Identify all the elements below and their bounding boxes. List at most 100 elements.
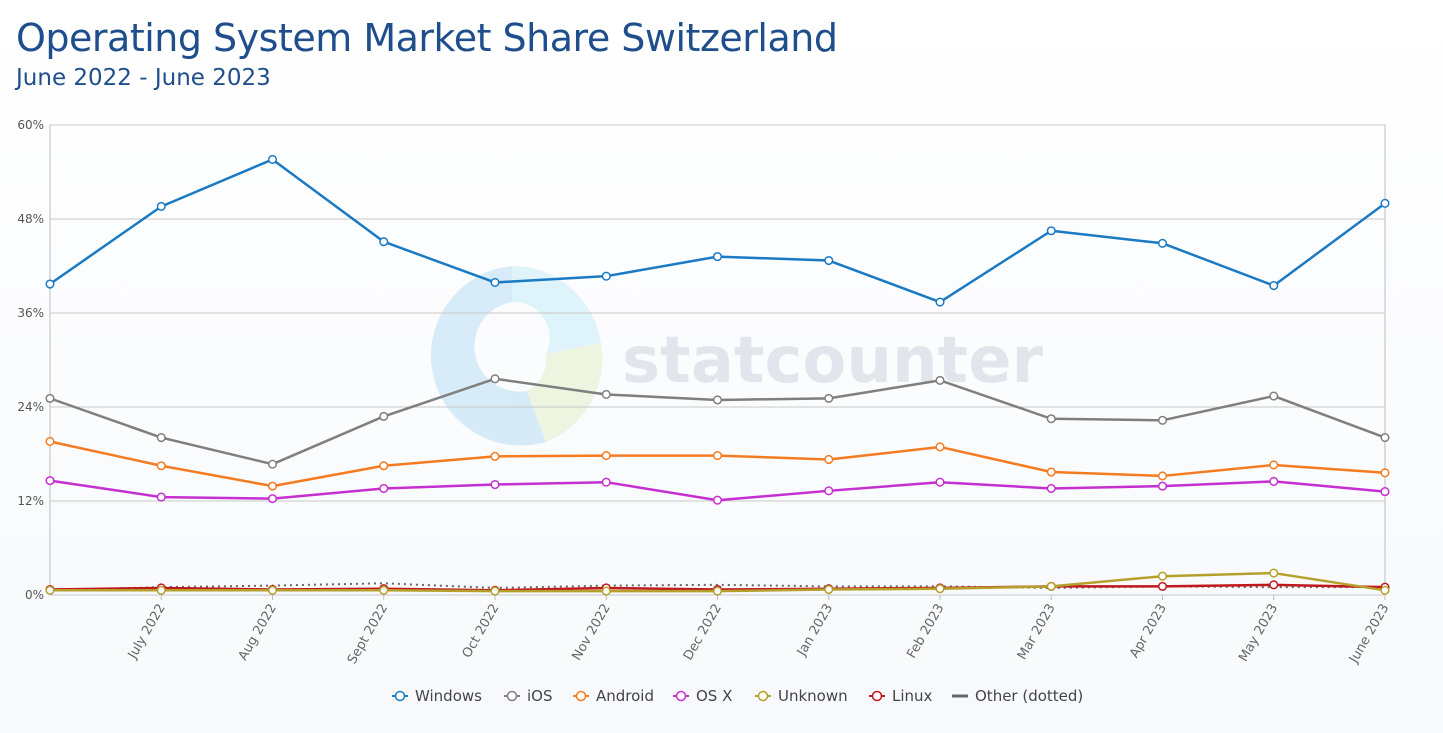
data-point-unknown[interactable] [1269,568,1279,578]
legend-item-ios[interactable]: iOS [504,687,553,705]
data-point-unknown[interactable] [935,584,945,594]
data-point-android[interactable] [156,461,166,471]
data-point-ios[interactable] [1046,414,1056,424]
y-tick-label: 60% [17,118,44,132]
watermark-logo-icon [430,266,546,446]
x-tick-label: Mar 2023 [1015,602,1059,663]
data-point-windows[interactable] [1157,238,1168,248]
data-point-linux[interactable] [1157,581,1168,591]
x-tick-label: Feb 2023 [904,602,947,662]
legend-item-android[interactable]: Android [573,687,654,705]
legend: Windows iOS Android OS X Unknown Linux Other (… [392,687,1083,705]
legend-item-linux[interactable]: Linux [869,687,933,705]
legend-marker-icon [757,690,769,702]
data-point-unknown[interactable] [45,585,55,595]
legend-item-other-dotted[interactable]: Other (dotted) [952,687,1083,705]
data-point-unknown[interactable] [156,585,166,595]
x-tick-label: June 2023 [1346,602,1392,667]
data-point-os-x[interactable] [712,495,723,505]
legend-item-os-x[interactable]: OS X [673,687,732,705]
data-point-os-x[interactable] [45,476,55,486]
data-point-os-x[interactable] [1157,481,1168,491]
data-point-windows[interactable] [1380,198,1390,208]
data-point-windows[interactable] [156,201,166,212]
data-point-windows[interactable] [712,252,723,262]
data-point-android[interactable] [824,454,834,465]
x-tick-label: Jan 2023 [794,602,836,660]
data-point-os-x[interactable] [824,486,834,496]
data-point-android[interactable] [935,442,945,452]
data-point-unknown[interactable] [267,585,278,595]
data-point-unknown[interactable] [1380,585,1390,595]
data-point-android[interactable] [712,451,723,461]
data-point-ios[interactable] [267,459,278,469]
chart-subtitle: June 2022 - June 2023 [16,65,271,91]
data-point-os-x[interactable] [1269,476,1279,486]
data-point-linux[interactable] [1269,580,1279,590]
data-point-os-x[interactable] [935,477,945,487]
data-point-windows[interactable] [379,237,389,247]
legend-marker-icon [394,690,406,702]
data-point-unknown[interactable] [1157,571,1168,581]
data-point-windows[interactable] [45,279,55,289]
data-point-unknown[interactable] [379,585,389,595]
y-axis: 0% 12% 24% 36% 48% 60% [17,118,44,602]
data-point-windows[interactable] [824,255,834,266]
legend-label: Other (dotted) [975,687,1083,705]
data-point-windows[interactable] [1046,226,1056,236]
data-point-android[interactable] [379,461,389,471]
data-point-android[interactable] [1269,460,1279,470]
data-point-unknown[interactable] [490,586,500,596]
data-point-android[interactable] [267,481,278,491]
legend-marker-icon [506,690,518,702]
data-point-os-x[interactable] [1046,483,1056,494]
legend-item-windows[interactable]: Windows [392,687,482,705]
data-point-windows[interactable] [1269,281,1279,291]
series-os-x [45,476,1390,505]
data-point-unknown[interactable] [1046,581,1056,591]
data-point-android[interactable] [1380,468,1390,478]
data-point-unknown[interactable] [824,584,834,595]
chart-title: Operating System Market Share Switzerlan… [16,16,838,60]
series-android [45,436,1390,491]
data-point-windows[interactable] [935,297,945,307]
data-point-ios[interactable] [45,393,55,403]
data-point-ios[interactable] [1269,391,1279,401]
series-unknown [45,568,1390,596]
data-point-ios[interactable] [490,374,500,384]
data-point-android[interactable] [45,436,55,447]
data-point-windows[interactable] [490,277,500,288]
y-tick-label: 24% [17,400,44,414]
data-point-ios[interactable] [1157,415,1168,425]
x-tick-label: Nov 2022 [569,602,613,664]
data-point-windows[interactable] [267,154,278,165]
data-point-ios[interactable] [712,395,723,405]
y-tick-label: 48% [17,212,44,226]
data-point-ios[interactable] [1380,433,1390,443]
data-point-android[interactable] [490,451,500,461]
data-point-os-x[interactable] [156,492,166,502]
data-point-os-x[interactable] [267,494,278,504]
legend-label: Android [596,687,654,705]
data-point-os-x[interactable] [1380,487,1390,497]
watermark-logo-icon-segment [512,266,601,354]
data-point-ios[interactable] [601,389,611,400]
data-point-windows[interactable] [601,271,611,281]
x-tick-label: Sept 2022 [345,602,391,667]
data-point-os-x[interactable] [490,480,500,490]
data-point-android[interactable] [1046,467,1056,477]
data-point-android[interactable] [601,451,611,461]
legend-label: Windows [415,687,482,705]
data-point-unknown[interactable] [601,586,611,596]
data-point-ios[interactable] [379,411,389,421]
data-point-os-x[interactable] [601,477,611,487]
data-point-os-x[interactable] [379,483,389,494]
data-point-android[interactable] [1157,471,1168,481]
data-point-ios[interactable] [824,393,834,403]
watermark-text: statcounter [622,324,1044,398]
data-point-ios[interactable] [935,375,945,385]
data-point-unknown[interactable] [712,586,723,596]
legend-item-unknown[interactable]: Unknown [755,687,848,705]
data-point-ios[interactable] [156,433,166,443]
